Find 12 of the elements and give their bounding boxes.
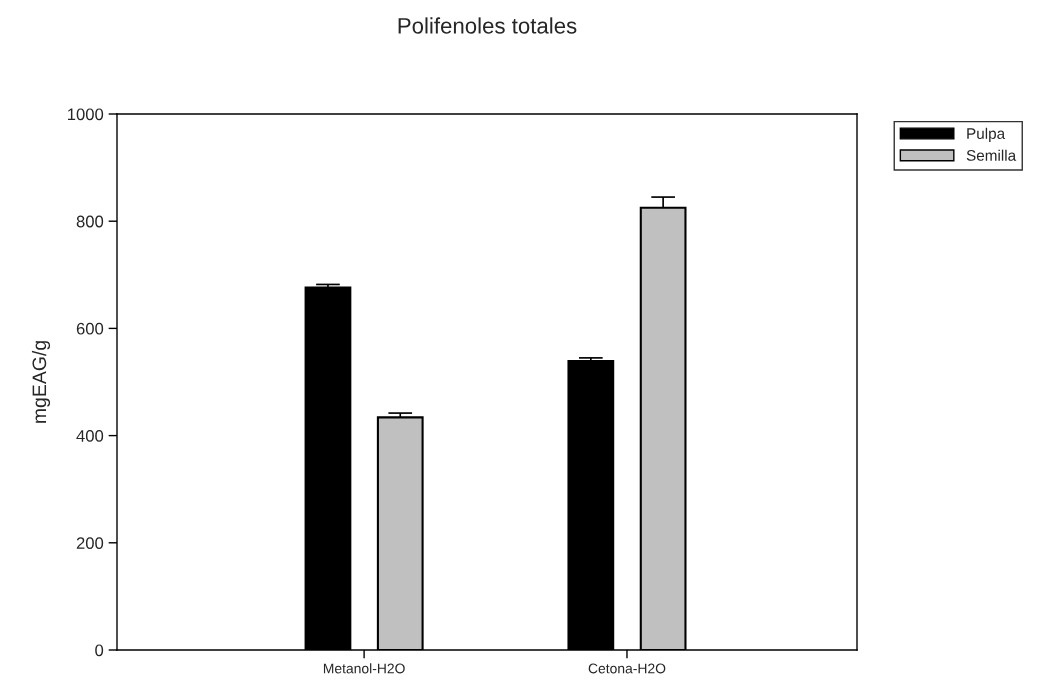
x-tick-label: Cetona-H2O [588,663,666,674]
legend-label: Pulpa [967,127,1006,142]
chart-title: Polifenoles totales [398,17,577,34]
y-tick-label: 800 [76,215,104,228]
legend-label: Semilla [966,149,1017,161]
y-tick-label: 0 [95,644,104,657]
y-tick-label: 1000 [68,108,104,121]
y-tick-label: 600 [76,322,104,335]
x-tick-label: Metanol-H2O [323,663,405,674]
y-axis-title: mgEAG/g [31,341,51,423]
y-tick-label: 200 [76,537,104,549]
y-tick-label: 400 [76,430,104,442]
